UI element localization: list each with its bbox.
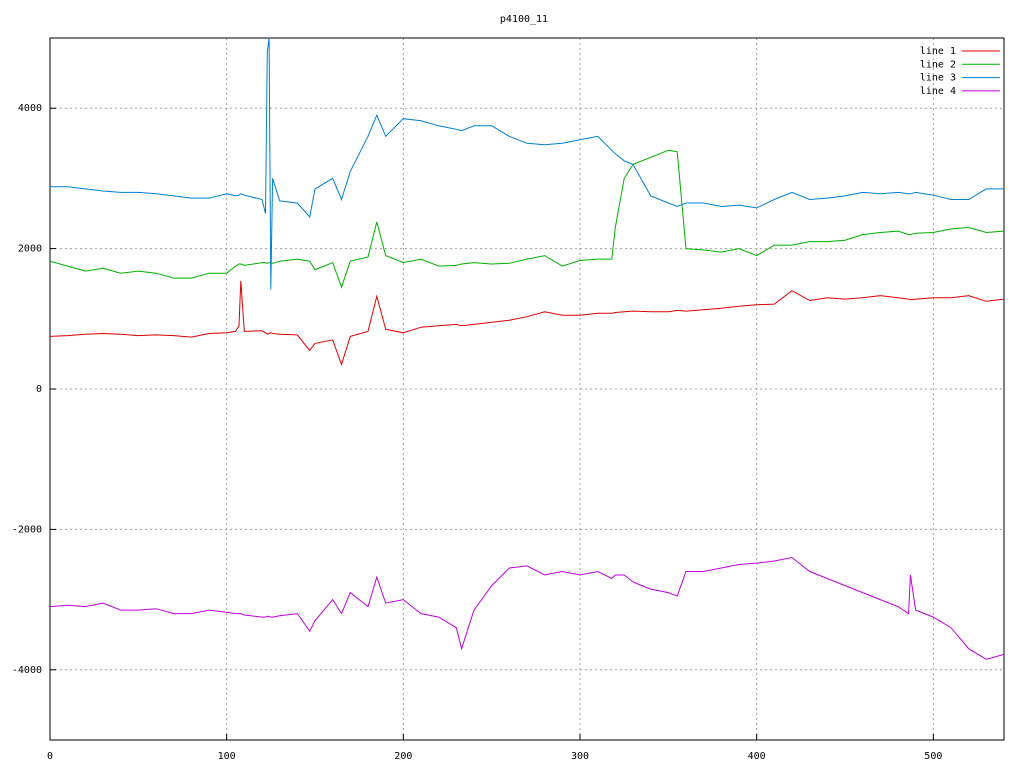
legend-label: line 4 [920, 86, 956, 97]
x-tick-label: 400 [748, 751, 766, 762]
series-line [50, 556, 1004, 660]
legend-label: line 2 [920, 59, 956, 70]
series-line [50, 280, 1004, 366]
y-tick-label: 4000 [18, 103, 42, 114]
y-tick-label: -2000 [12, 524, 42, 535]
series-line [50, 149, 1004, 289]
y-tick-label: 0 [36, 384, 42, 395]
y-tick-label: 2000 [18, 244, 42, 255]
x-tick-label: 0 [47, 751, 53, 762]
series-line [50, 38, 1004, 290]
x-tick-label: 500 [924, 751, 942, 762]
y-tick-label: -4000 [12, 665, 42, 676]
plot-border [49, 37, 1005, 741]
plot-area [50, 38, 1004, 660]
x-tick-label: 100 [218, 751, 236, 762]
legend-label: line 1 [920, 46, 956, 57]
x-tick-label: 200 [394, 751, 412, 762]
x-tick-label: 300 [571, 751, 589, 762]
legend-label: line 3 [920, 73, 956, 84]
chart-title: p4100_11 [500, 14, 548, 25]
